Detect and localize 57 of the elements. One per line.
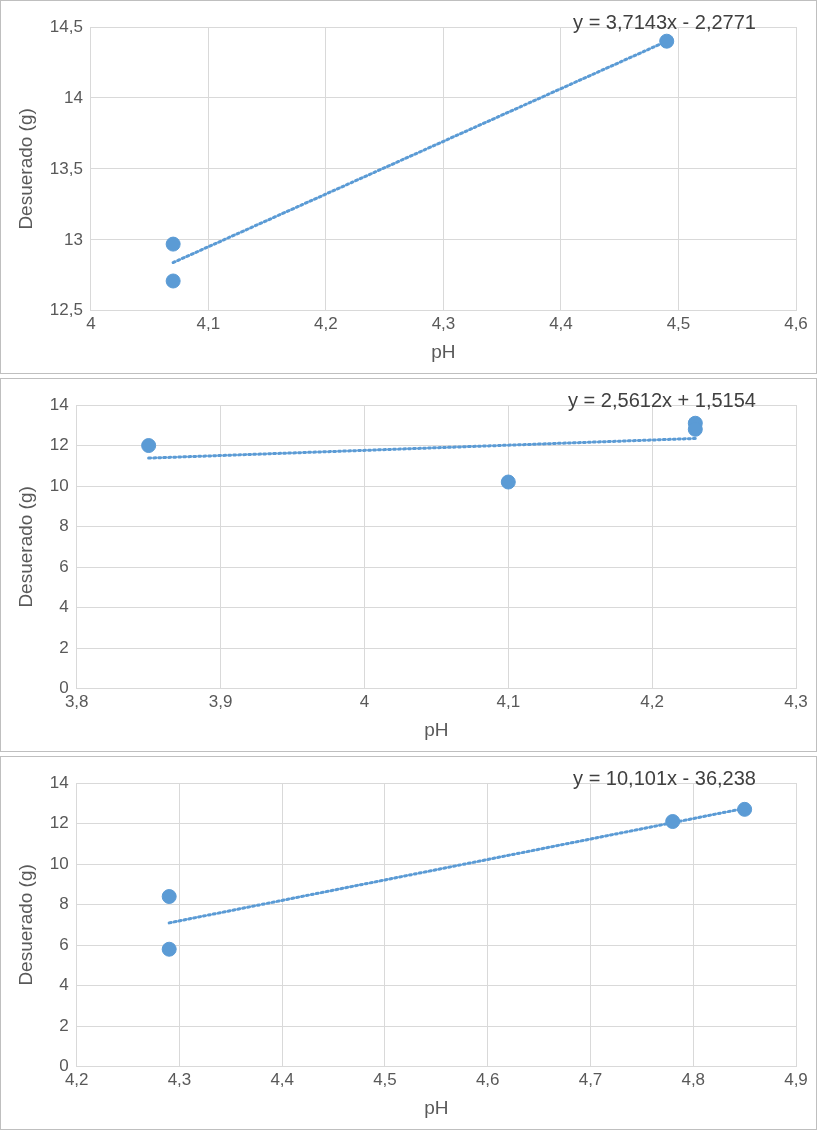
- x-tick-label: 4,7: [578, 1069, 603, 1089]
- x-tick-label: 4: [86, 313, 96, 333]
- x-tick-label: 4: [359, 691, 370, 711]
- x-tick-label: 4,2: [640, 691, 664, 711]
- y-axis-title: Desuerado (g): [14, 864, 36, 986]
- y-tick-label: 13: [63, 229, 83, 249]
- point: [500, 474, 516, 490]
- y-tick-label: 2: [59, 1015, 69, 1035]
- x-tick-label: 4,9: [784, 1069, 808, 1089]
- x-tick-label: 4,3: [784, 691, 808, 711]
- y-tick-label: 8: [59, 516, 69, 536]
- x-tick-label: 4,3: [167, 1069, 192, 1089]
- y-tick-label: 13,5: [49, 158, 83, 178]
- y-tick-label: 10: [49, 475, 69, 495]
- point: [665, 814, 681, 830]
- x-tick-label: 4,3: [431, 313, 456, 333]
- y-axis-title: Desuerado (g): [14, 486, 36, 608]
- point: [161, 941, 177, 957]
- point: [659, 33, 675, 49]
- x-tick-label: 4,2: [314, 313, 338, 333]
- y-tick-label: 12,5: [49, 300, 83, 320]
- y-tick-label: 0: [59, 1056, 69, 1076]
- y-tick-label: 12: [49, 813, 69, 833]
- point: [165, 273, 181, 289]
- y-tick-label: 4: [59, 975, 69, 995]
- y-tick-label: 14: [63, 87, 83, 107]
- y-tick-label: 2: [59, 637, 69, 657]
- y-tick-label: 14,5: [49, 16, 83, 36]
- y-tick-label: 6: [59, 556, 69, 576]
- x-axis-title: pH: [424, 718, 449, 740]
- point: [737, 801, 753, 817]
- x-tick-label: 4,4: [270, 1069, 295, 1089]
- x-tick-label: 4,4: [549, 313, 573, 333]
- y-tick-label: 12: [49, 435, 69, 455]
- y-tick-label: 10: [49, 853, 69, 873]
- x-tick-label: 4,1: [496, 691, 521, 711]
- x-tick-label: 4,6: [784, 313, 808, 333]
- x-axis-title: pH: [431, 340, 456, 362]
- point: [165, 236, 181, 252]
- point: [161, 889, 177, 905]
- annotation: y = 2,5612x + 1,5154: [568, 388, 756, 411]
- y-tick-label: 4: [59, 597, 69, 617]
- x-tick-label: 3,9: [208, 691, 233, 711]
- y-tick-label: 14: [49, 394, 69, 414]
- annotation: y = 10,101x - 36,238: [573, 766, 756, 789]
- y-tick-label: 14: [49, 772, 69, 792]
- x-tick-label: 4,6: [475, 1069, 500, 1089]
- annotation: y = 3,7143x - 2,2771: [573, 10, 756, 33]
- x-axis-title: pH: [424, 1096, 449, 1118]
- y-tick-label: 8: [59, 894, 69, 914]
- y-axis-title: Desuerado (g): [14, 108, 36, 230]
- x-tick-label: 4,1: [196, 313, 221, 333]
- x-tick-label: 4,8: [681, 1069, 706, 1089]
- x-tick-label: 4,5: [373, 1069, 397, 1089]
- y-tick-label: 6: [59, 934, 69, 954]
- x-tick-label: 4,5: [666, 313, 691, 333]
- point: [141, 438, 157, 454]
